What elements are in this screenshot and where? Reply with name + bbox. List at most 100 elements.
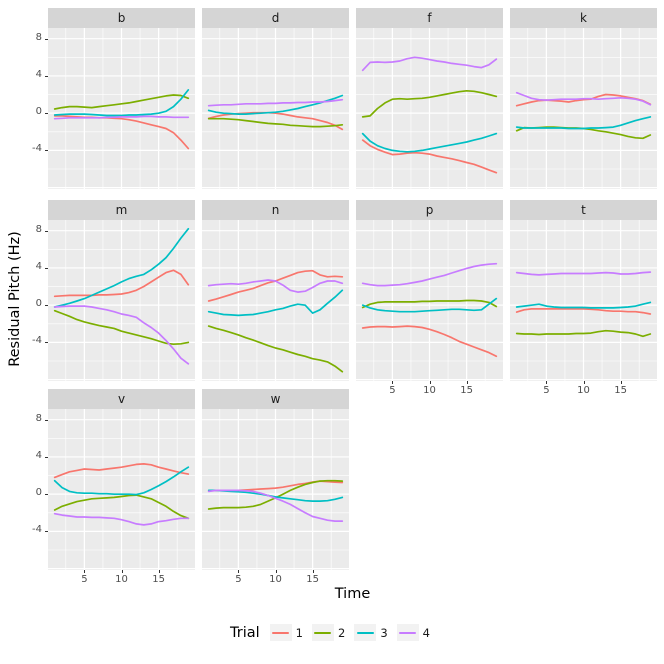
legend-key-swatch [311,624,334,641]
line-trial-3 [361,297,498,313]
legend-entry-4: 4 [396,624,434,641]
facet-v: v 5 10 15 8 4 0 -4 [32,389,195,585]
facet-strip-label: b [48,8,195,28]
line-trial-2 [207,117,344,128]
x-tick-mark [238,570,240,573]
legend: Trial 1 2 3 4 [0,624,664,641]
x-tick-mark [429,381,431,384]
line-trial-2 [361,299,498,309]
facet-k: k [510,8,657,189]
x-tick-mark [546,381,548,384]
line-trial-2 [207,325,344,373]
facet-panel [202,409,349,570]
facet-panel [202,28,349,189]
legend-key-line [314,631,332,634]
line-trial-2 [53,94,190,110]
x-tick-label: 10 [577,385,590,396]
y-tick-label: 8 [35,223,42,235]
facet-panel [48,409,195,570]
line-trial-4 [515,271,652,276]
facet-strip-label: k [510,8,657,28]
line-trial-2 [53,494,190,520]
x-tick-mark [583,381,585,384]
line-trial-1 [515,308,652,315]
y-tick-mark [45,494,48,496]
line-trial-3 [207,289,344,317]
facet-strip-label: t [510,200,657,220]
facet-strip-label: m [48,200,195,220]
line-trial-3 [361,132,498,153]
facet-f: f [356,8,503,189]
line-trial-4 [53,115,190,120]
x-tick-mark [84,570,86,573]
y-tick-label: 0 [35,106,42,118]
y-axis-title: Residual Pitch (Hz) [7,231,23,367]
x-tick-label: 15 [306,574,319,585]
y-tick-label: 0 [35,487,42,499]
y-tick-label: 4 [35,449,42,461]
y-tick-mark [45,342,48,344]
facet-panel [510,28,657,189]
x-tick-label: 5 [81,574,88,585]
line-trial-4 [53,512,190,526]
x-tick-mark [392,381,394,384]
y-tick-label: 4 [35,260,42,272]
legend-key-line [272,631,290,634]
facet-panel [510,220,657,381]
y-tick-label: 4 [35,68,42,80]
y-tick-mark [45,419,48,421]
legend-entry-1: 1 [269,624,307,641]
x-tick-mark [466,381,468,384]
x-tick-label: 5 [389,385,396,396]
line-trial-1 [53,463,190,479]
facet-strip-label: d [202,8,349,28]
y-tick-mark [45,113,48,115]
x-tick-label: 10 [423,385,436,396]
legend-key-swatch [269,624,292,641]
y-tick-mark [45,456,48,458]
facet-panel [356,220,503,381]
line-trial-4 [361,262,498,287]
y-tick-mark [45,150,48,152]
legend-key-swatch [354,624,377,641]
line-trial-4 [515,91,652,106]
legend-key-line [399,631,417,634]
line-trial-3 [515,301,652,309]
line-trial-1 [361,325,498,358]
line-trial-3 [207,489,344,502]
y-tick-label: -4 [32,335,42,347]
facet-m: m 8 4 0 -4 [32,200,195,381]
line-trial-3 [53,89,190,117]
legend-entry-label: 3 [380,625,388,640]
facet-b: b 8 4 0 -4 [32,8,195,189]
facet-panel [356,28,503,189]
line-trial-3 [515,116,652,130]
line-trial-4 [207,98,344,107]
line-trial-4 [53,305,190,365]
facet-strip-label: p [356,200,503,220]
y-tick-mark [45,75,48,77]
line-trial-3 [53,466,190,496]
facet-strip-label: n [202,200,349,220]
facet-strip-label: v [48,389,195,409]
y-tick-label: -4 [32,524,42,536]
legend-entry-label: 1 [295,625,303,640]
x-axis-title: Time [334,586,371,602]
y-tick-label: 0 [35,298,42,310]
x-tick-label: 15 [614,385,627,396]
x-tick-label: 15 [460,385,473,396]
y-tick-mark [45,230,48,232]
legend-entry-label: 4 [422,625,430,640]
line-trial-3 [207,94,344,115]
x-tick-label: 5 [543,385,550,396]
legend-entry-2: 2 [311,624,349,641]
line-trial-2 [515,329,652,338]
facet-p: p 5 10 15 [356,200,503,396]
facet-w: w 5 10 15 [202,389,349,585]
line-trial-2 [361,89,498,118]
x-tick-mark [275,570,277,573]
x-tick-label: 15 [152,574,165,585]
y-tick-label: -4 [32,143,42,155]
x-tick-mark [158,570,160,573]
